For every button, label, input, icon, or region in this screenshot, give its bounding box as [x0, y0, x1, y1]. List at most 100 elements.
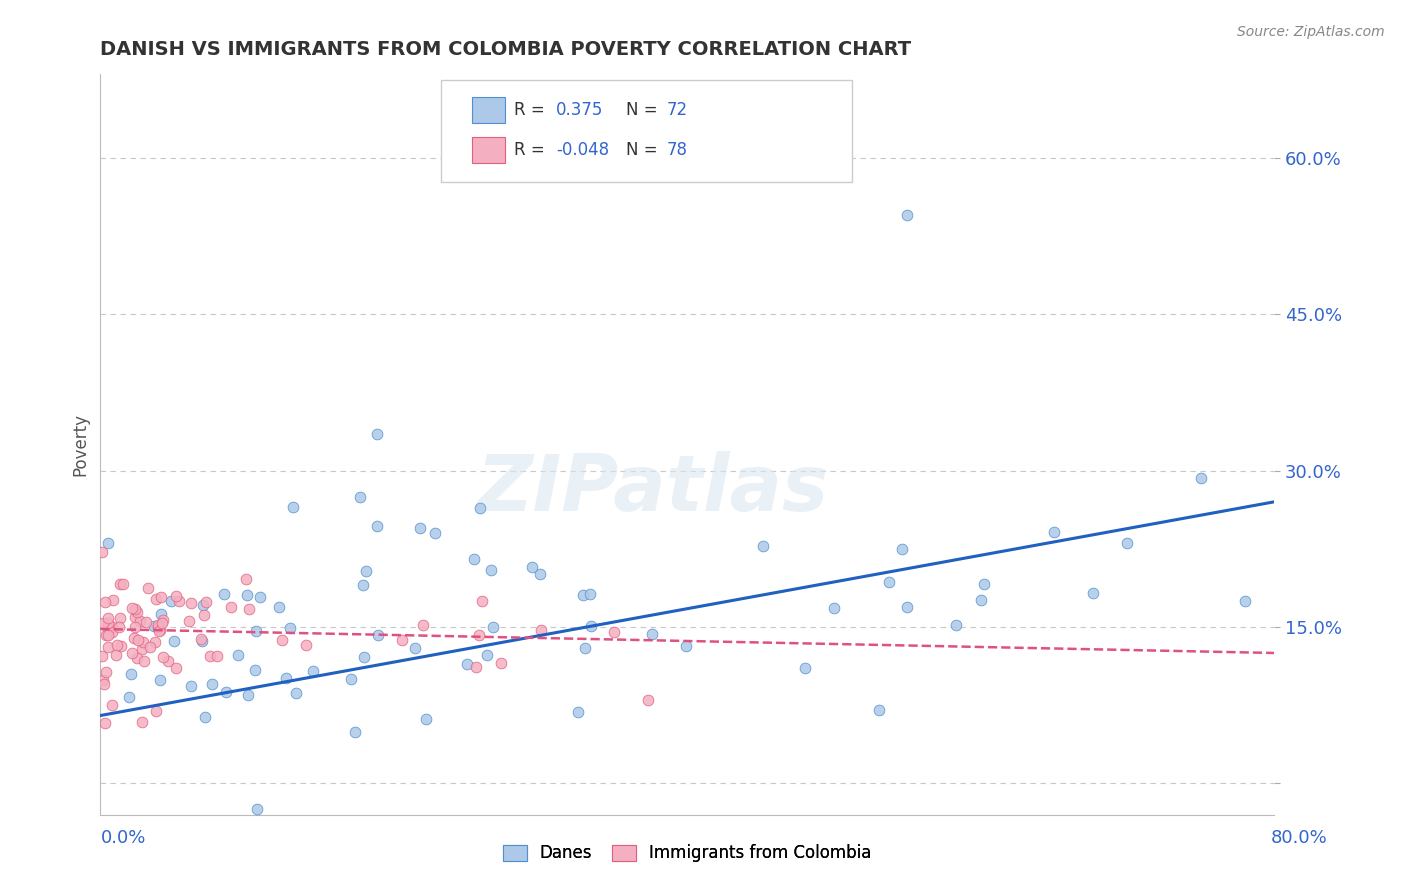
Point: [145, 704, 167, 718]
Point: [349, 490, 371, 504]
Point: [603, 625, 626, 640]
Point: [415, 713, 437, 727]
Point: [409, 521, 432, 535]
Point: [110, 639, 132, 653]
Point: [132, 635, 155, 649]
Point: [191, 598, 214, 612]
Point: [190, 632, 212, 647]
Point: [236, 688, 259, 702]
Point: [152, 613, 174, 627]
Point: [100, 625, 122, 640]
Point: [468, 501, 491, 516]
Point: [135, 615, 157, 629]
Point: [464, 659, 486, 673]
Point: [180, 596, 202, 610]
Point: [149, 673, 172, 687]
Point: [100, 619, 122, 633]
Point: [212, 587, 235, 601]
Point: [283, 500, 305, 514]
Point: [97, 535, 120, 549]
Point: [121, 647, 143, 661]
Text: R =: R =: [513, 101, 544, 119]
Point: [142, 619, 165, 633]
Point: [1043, 524, 1066, 539]
Point: [122, 631, 145, 645]
Point: [150, 607, 173, 621]
Text: N =: N =: [626, 101, 658, 119]
Point: [367, 628, 389, 642]
Point: [352, 578, 374, 592]
Point: [529, 567, 551, 582]
Point: [339, 672, 361, 686]
Point: [572, 588, 595, 602]
Point: [129, 614, 152, 628]
Point: [246, 802, 269, 816]
Point: [1189, 471, 1212, 485]
Point: [146, 620, 169, 634]
Text: R =: R =: [513, 141, 544, 159]
Point: [91, 649, 114, 664]
Point: [131, 642, 153, 657]
Point: [529, 623, 551, 637]
Point: [868, 703, 890, 717]
Point: [226, 648, 249, 662]
Point: [637, 693, 659, 707]
Point: [285, 686, 308, 700]
Point: [463, 552, 485, 566]
Point: [96, 627, 118, 641]
Point: [131, 715, 153, 730]
Point: [149, 623, 172, 637]
Text: 72: 72: [666, 101, 688, 119]
Point: [793, 661, 815, 675]
Point: [107, 620, 129, 634]
Point: [675, 639, 697, 653]
Point: [1233, 593, 1256, 607]
Point: [120, 667, 142, 681]
Point: [127, 633, 149, 648]
Point: [193, 608, 215, 623]
Point: [456, 657, 478, 671]
Point: [404, 641, 426, 656]
Point: [823, 600, 845, 615]
Point: [243, 663, 266, 677]
Point: [165, 589, 187, 603]
Point: [353, 650, 375, 665]
Point: [124, 620, 146, 634]
Point: [91, 673, 114, 687]
Text: 0.375: 0.375: [555, 101, 603, 119]
Point: [91, 615, 114, 630]
Point: [97, 640, 120, 654]
Text: -0.048: -0.048: [555, 141, 609, 159]
Point: [1115, 536, 1137, 550]
Point: [93, 677, 115, 691]
Point: [489, 656, 512, 670]
Point: [97, 628, 120, 642]
Point: [1081, 586, 1104, 600]
Point: [302, 664, 325, 678]
Point: [391, 633, 413, 648]
Point: [579, 587, 602, 601]
Point: [105, 638, 128, 652]
Point: [93, 595, 115, 609]
Point: [167, 594, 190, 608]
Point: [574, 640, 596, 655]
Point: [295, 638, 318, 652]
Point: [124, 602, 146, 616]
Point: [177, 614, 200, 628]
Text: DANISH VS IMMIGRANTS FROM COLOMBIA POVERTY CORRELATION CHART: DANISH VS IMMIGRANTS FROM COLOMBIA POVER…: [100, 40, 911, 59]
Point: [249, 590, 271, 604]
Point: [520, 560, 543, 574]
Point: [945, 617, 967, 632]
Point: [143, 635, 166, 649]
Point: [891, 541, 914, 556]
Point: [97, 623, 120, 637]
Point: [163, 634, 186, 648]
Point: [245, 624, 267, 638]
Point: [471, 594, 494, 608]
Point: [110, 577, 132, 591]
Point: [236, 588, 259, 602]
Point: [877, 574, 900, 589]
Point: [235, 572, 257, 586]
Point: [138, 581, 160, 595]
Point: [477, 648, 499, 663]
